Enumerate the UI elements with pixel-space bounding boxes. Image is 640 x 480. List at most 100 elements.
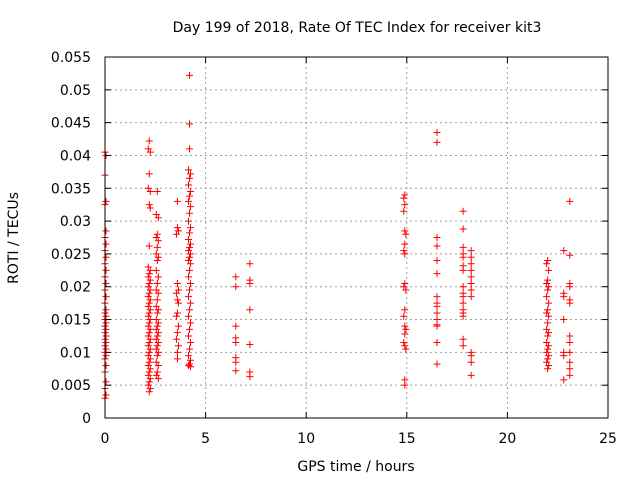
data-point [145,388,153,396]
data-point [102,266,110,274]
data-point [186,243,194,251]
data-point [401,250,409,258]
y-tick-label: 0.005 [51,378,91,394]
data-point [459,283,467,291]
data-point [153,230,161,238]
x-tick-label: 5 [201,431,210,447]
data-point [146,148,154,156]
data-point [402,286,410,294]
x-axis-label: GPS time / hours [297,459,414,475]
data-point [401,191,409,199]
data-point [401,330,409,338]
chart-title: Day 199 of 2018, Rate Of TEC Index for r… [173,20,542,36]
data-point [184,352,192,360]
data-point [544,256,552,264]
data-point [433,309,441,317]
data-point [102,312,110,320]
data-point [153,322,161,330]
data-point [433,242,441,250]
data-point [153,332,161,340]
x-tick-label: 10 [297,431,315,447]
data-point [566,365,574,373]
data-point [102,391,110,399]
data-point [467,266,475,274]
data-point [145,289,153,297]
data-point [545,329,553,337]
plot-frame [104,56,609,419]
data-point [153,352,161,360]
y-tick-label: 0.045 [51,116,91,132]
data-point [146,384,154,392]
data-point [232,358,240,366]
data-point [544,332,552,340]
data-point [545,342,553,350]
data-point [184,293,192,301]
data-point [146,286,154,294]
data-point [187,188,195,196]
data-point [186,145,194,153]
data-point [459,335,467,343]
y-tick-label: 0.02 [60,280,91,296]
data-point [153,342,161,350]
data-point [400,194,408,202]
data-point [186,325,194,333]
data-point [545,312,553,320]
data-point [566,299,574,307]
data-point [146,355,154,363]
data-point [145,137,153,145]
data-point [172,335,180,343]
data-point [545,299,553,307]
y-axis-label: ROTI / TECUs [6,192,22,284]
data-point [246,306,254,314]
data-point [145,242,153,250]
data-point [467,358,475,366]
data-point [187,203,195,211]
y-tick-label: 0.035 [51,181,91,197]
data-point [459,342,467,350]
data-point [145,329,153,337]
data-points [101,71,574,402]
data-point [186,229,194,237]
data-point [402,345,410,353]
y-tick-label: 0.015 [51,313,91,329]
y-tick-label: 0.05 [60,83,91,99]
data-point [187,319,195,327]
data-point [145,309,153,317]
data-point [184,235,192,243]
data-point [102,378,110,386]
data-point [154,306,162,314]
data-point [246,373,254,381]
data-point [459,293,467,301]
data-point [154,375,162,383]
data-point [467,293,475,301]
data-point [173,279,181,287]
data-point [543,293,551,301]
data-point [400,247,408,255]
data-point [467,286,475,294]
data-point [174,342,182,350]
data-point [174,299,182,307]
data-point [146,365,154,373]
data-point [172,312,180,320]
data-point [433,128,441,136]
data-point [154,348,162,356]
data-point [433,293,441,301]
data-point [184,332,192,340]
data-point [186,266,194,274]
data-point [467,247,475,255]
data-point [173,329,181,337]
data-point [102,332,110,340]
data-point [102,325,110,333]
data-point [400,312,408,320]
data-point [153,279,161,287]
data-point [102,279,110,287]
data-point [560,293,568,301]
data-point [459,243,467,251]
data-point [560,376,568,384]
data-point [145,339,153,347]
x-tick-label: 20 [498,431,516,447]
data-point [186,209,194,217]
data-point [153,188,161,196]
data-point [146,188,154,196]
data-point [401,240,409,248]
